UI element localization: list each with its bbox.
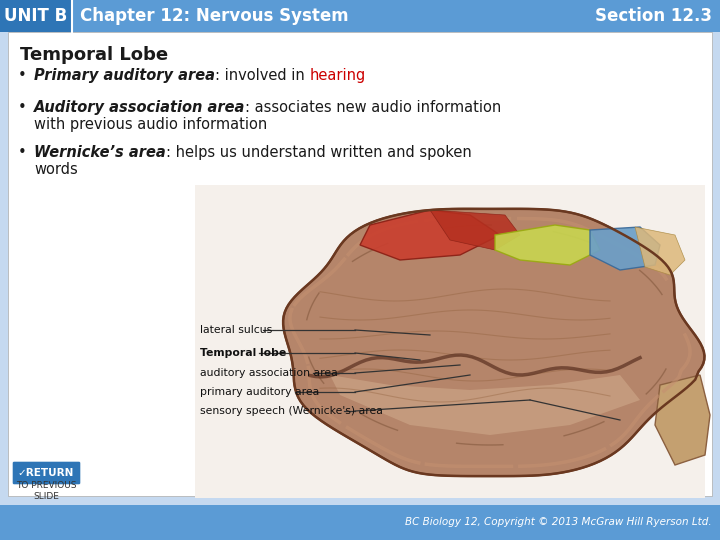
Text: Chapter 12: Nervous System: Chapter 12: Nervous System	[80, 7, 348, 25]
FancyBboxPatch shape	[195, 185, 705, 498]
Text: words: words	[34, 162, 78, 177]
Polygon shape	[330, 375, 640, 435]
FancyBboxPatch shape	[0, 0, 720, 32]
Polygon shape	[635, 227, 685, 275]
Text: hearing: hearing	[310, 68, 366, 83]
Text: Wernicke’s area: Wernicke’s area	[34, 145, 166, 160]
FancyBboxPatch shape	[0, 0, 72, 32]
Text: Auditory association area: Auditory association area	[34, 100, 246, 115]
Text: Section 12.3: Section 12.3	[595, 7, 712, 25]
Polygon shape	[283, 209, 704, 476]
Text: •: •	[18, 100, 27, 115]
Text: ✓RETURN: ✓RETURN	[18, 468, 74, 478]
Text: Primary auditory area: Primary auditory area	[34, 68, 215, 83]
Text: •: •	[18, 145, 27, 160]
FancyBboxPatch shape	[0, 505, 720, 540]
Text: with previous audio information: with previous audio information	[34, 117, 267, 132]
Text: primary auditory area: primary auditory area	[200, 387, 319, 397]
Text: Temporal lobe: Temporal lobe	[200, 348, 287, 358]
Text: •: •	[18, 68, 27, 83]
Text: Temporal Lobe: Temporal Lobe	[20, 46, 168, 64]
Text: lateral sulcus: lateral sulcus	[200, 325, 272, 335]
FancyBboxPatch shape	[12, 461, 81, 485]
Text: BC Biology 12, Copyright © 2013 McGraw Hill Ryerson Ltd.: BC Biology 12, Copyright © 2013 McGraw H…	[405, 517, 712, 527]
Polygon shape	[495, 225, 600, 265]
Text: UNIT B: UNIT B	[4, 7, 68, 25]
Polygon shape	[430, 210, 520, 250]
Text: : helps us understand written and spoken: : helps us understand written and spoken	[166, 145, 472, 160]
FancyBboxPatch shape	[8, 32, 712, 496]
Text: auditory association area: auditory association area	[200, 368, 338, 378]
Polygon shape	[655, 375, 710, 465]
Text: : involved in: : involved in	[215, 68, 310, 83]
Text: TO PREVIOUS
SLIDE: TO PREVIOUS SLIDE	[16, 481, 76, 501]
Text: : associates new audio information: : associates new audio information	[246, 100, 502, 115]
Polygon shape	[590, 227, 660, 270]
Text: sensory speech (Wernicke's) area: sensory speech (Wernicke's) area	[200, 406, 383, 416]
Polygon shape	[360, 210, 500, 260]
